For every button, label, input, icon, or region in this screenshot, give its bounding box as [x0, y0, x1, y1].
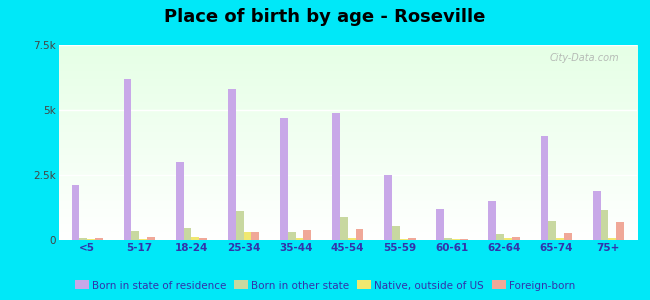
Bar: [408, 238, 415, 240]
Bar: [512, 237, 520, 240]
Bar: [593, 190, 601, 240]
Bar: [384, 175, 392, 240]
Bar: [228, 89, 236, 240]
Bar: [549, 220, 556, 240]
Bar: [199, 238, 207, 240]
Bar: [95, 238, 103, 240]
Bar: [147, 237, 155, 240]
Bar: [608, 238, 616, 240]
Bar: [392, 226, 400, 240]
Bar: [460, 239, 467, 240]
Bar: [504, 238, 512, 240]
Bar: [332, 112, 340, 240]
Bar: [488, 201, 497, 240]
Bar: [497, 233, 504, 240]
Bar: [176, 162, 183, 240]
Bar: [564, 233, 572, 240]
Text: City-Data.com: City-Data.com: [550, 53, 619, 63]
Bar: [280, 118, 288, 240]
Bar: [124, 79, 131, 240]
Bar: [444, 238, 452, 240]
Bar: [288, 232, 296, 240]
Bar: [400, 239, 408, 240]
Bar: [139, 239, 147, 240]
Bar: [436, 209, 444, 240]
Bar: [244, 232, 252, 240]
Bar: [236, 212, 244, 240]
Bar: [452, 239, 460, 240]
Text: Place of birth by age - Roseville: Place of birth by age - Roseville: [164, 8, 486, 26]
Bar: [601, 210, 608, 240]
Legend: Born in state of residence, Born in other state, Native, outside of US, Foreign-: Born in state of residence, Born in othe…: [71, 277, 579, 295]
Bar: [79, 238, 87, 240]
Bar: [616, 222, 624, 240]
Bar: [304, 230, 311, 240]
Bar: [87, 239, 95, 240]
Bar: [131, 231, 139, 240]
Bar: [183, 228, 191, 240]
Bar: [356, 229, 363, 240]
Bar: [72, 185, 79, 240]
Bar: [191, 237, 199, 240]
Bar: [252, 232, 259, 240]
Bar: [340, 217, 348, 240]
Bar: [296, 238, 304, 240]
Bar: [348, 238, 356, 240]
Bar: [556, 238, 564, 240]
Bar: [541, 136, 549, 240]
